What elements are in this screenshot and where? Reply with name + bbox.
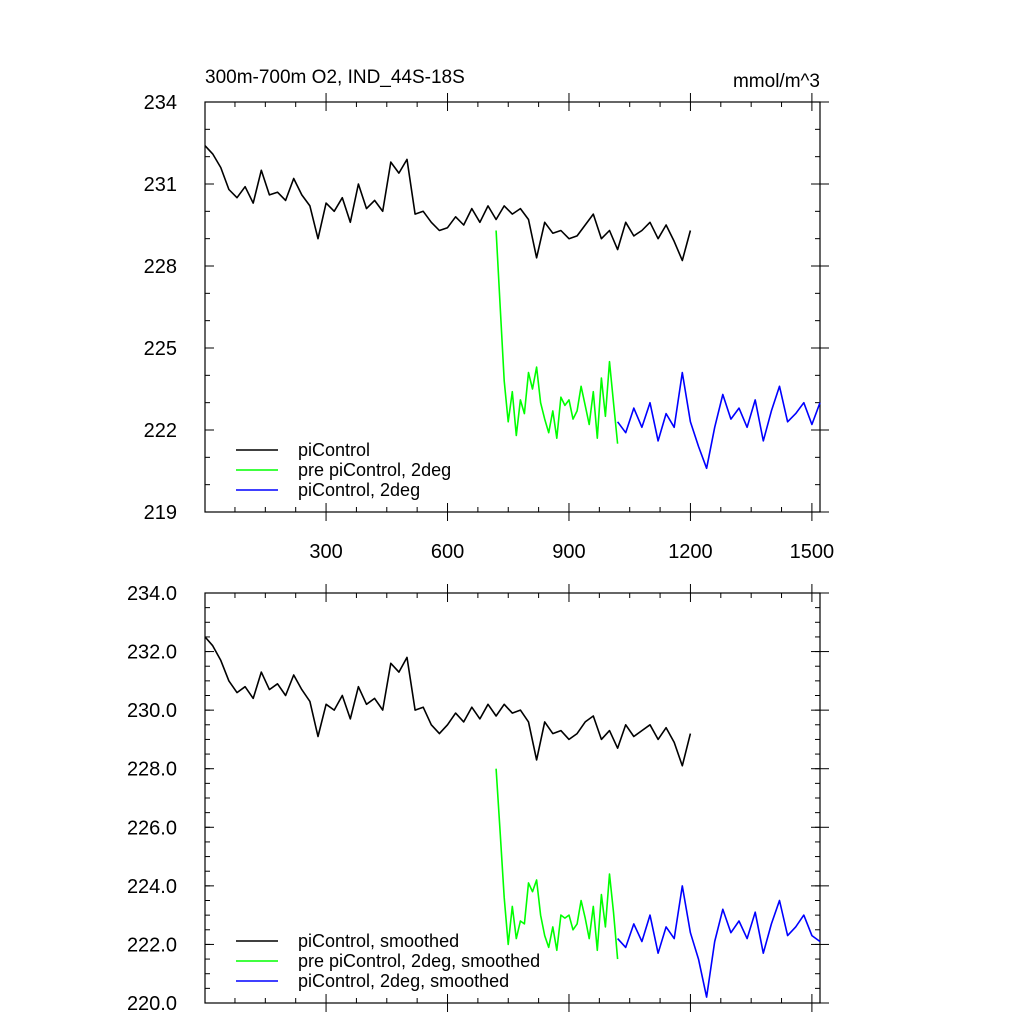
legend-label: pre piControl, 2deg — [298, 460, 451, 480]
y-tick-label: 224.0 — [127, 876, 177, 898]
legend-label: piControl, smoothed — [298, 931, 459, 951]
x-tick-label: 1500 — [790, 541, 835, 563]
series-line-2 — [495, 768, 619, 960]
units-label: mmol/m^3 — [733, 71, 820, 92]
series-line-1 — [204, 145, 692, 262]
legend-label: piControl — [298, 440, 370, 460]
top-panel: 300m-700m O2, IND_44S-18S mmol/m^3 300 60… — [144, 67, 835, 563]
y-tick-label: 228.0 — [127, 759, 177, 781]
y-tick-label: 234 — [144, 92, 177, 114]
x-tick-label: 300 — [309, 541, 342, 563]
x-tick-label: 600 — [431, 541, 464, 563]
bottom-panel: 220.0 222.0 224.0 226.0 228.0 230.0 232.0 234.0… — [127, 583, 829, 1015]
series-line-3 — [616, 371, 821, 470]
series-line-3 — [617, 885, 821, 998]
y-tick-label: 219 — [144, 502, 177, 524]
x-tick-label: 1200 — [668, 541, 713, 563]
y-tick-label: 222 — [144, 420, 177, 442]
legend-label: piControl, 2deg, smoothed — [298, 971, 509, 991]
y-tick-label: 234.0 — [127, 583, 177, 605]
y-tick-label: 226.0 — [127, 817, 177, 839]
y-tick-label: 222.0 — [127, 934, 177, 956]
legend-label: pre piControl, 2deg, smoothed — [298, 951, 540, 971]
y-tick-label: 220.0 — [127, 993, 177, 1015]
y-tick-label: 232.0 — [127, 642, 177, 664]
series-line-2 — [495, 230, 619, 444]
legend-label: piControl, 2deg — [298, 480, 420, 500]
y-tick-label: 231 — [144, 174, 177, 196]
y-tick-label: 225 — [144, 338, 177, 360]
x-tick-label: 900 — [552, 541, 585, 563]
y-tick-label: 228 — [144, 256, 177, 278]
plot-frame — [204, 101, 821, 513]
y-tick-label: 230.0 — [127, 700, 177, 722]
series-line-1 — [204, 636, 692, 767]
chart-title: 300m-700m O2, IND_44S-18S — [205, 67, 465, 88]
